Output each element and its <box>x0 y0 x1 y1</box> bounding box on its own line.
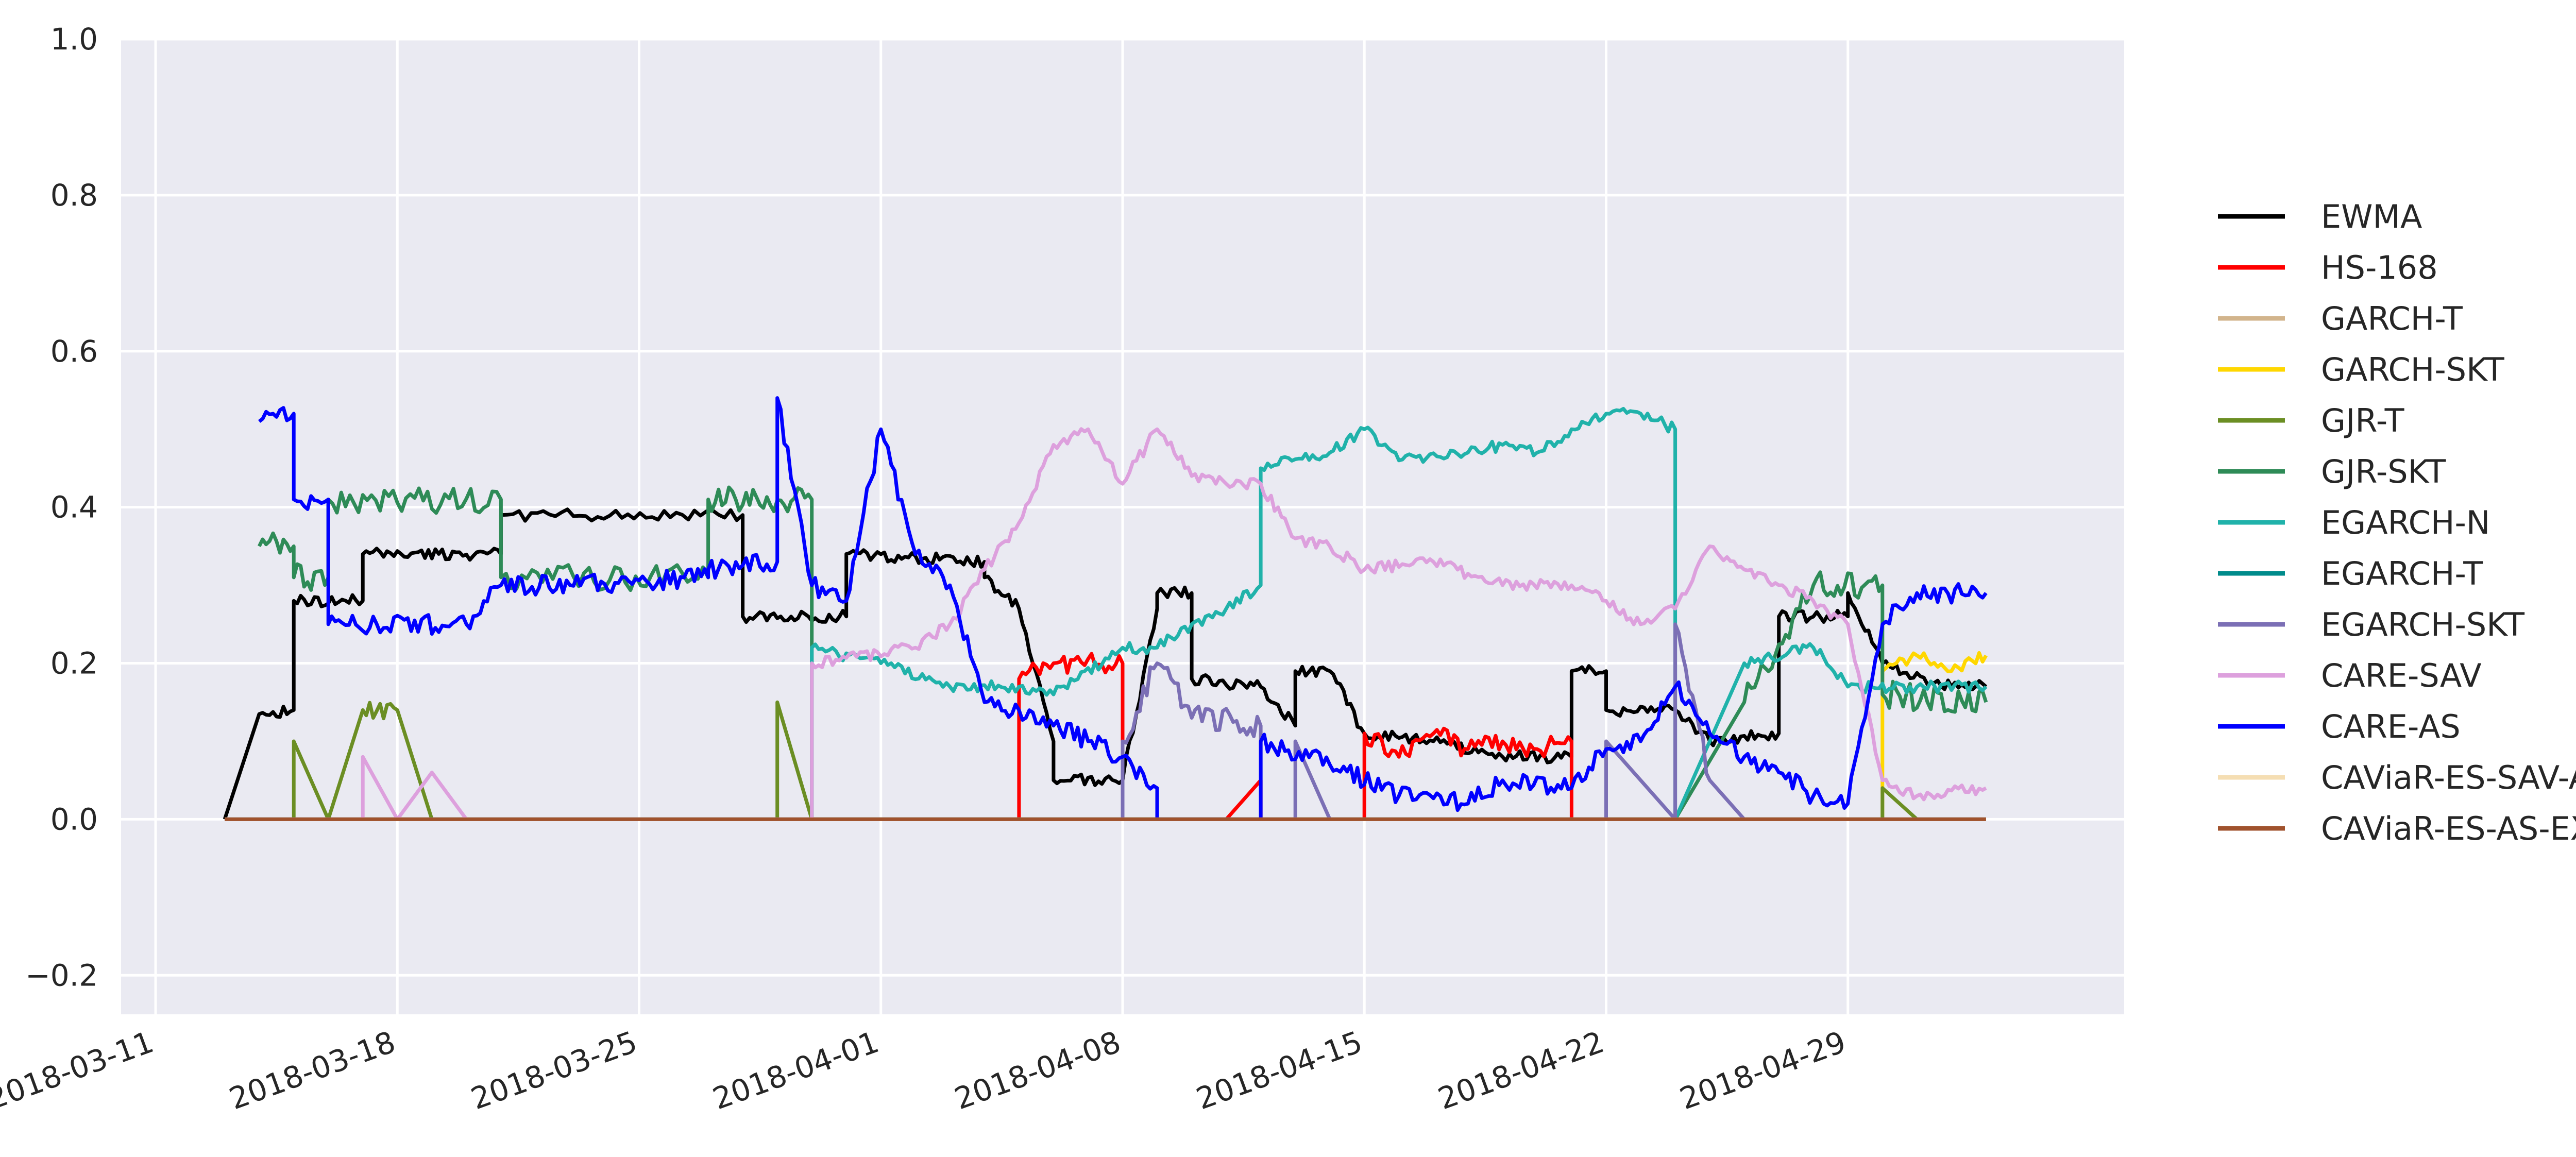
legend-label-garch-skt: GARCH-SKT <box>2321 351 2505 388</box>
legend-label-gjr-skt: GJR-SKT <box>2321 453 2446 490</box>
legend-label-egarch-n: EGARCH-N <box>2321 504 2490 541</box>
x-tick-label: 2018-04-15 <box>1192 1024 1367 1116</box>
series-lines <box>223 396 1988 821</box>
y-tick-label: 0.0 <box>50 802 98 837</box>
series-line-garch-skt <box>225 651 1988 821</box>
y-tick-label: 0.8 <box>50 178 98 213</box>
legend-label-care-as: CARE-AS <box>2321 708 2461 745</box>
series-line-gjr-skt <box>257 485 1988 821</box>
legend-label-caviar-es-as-exp: CAViaR-ES-AS-EXP <box>2321 810 2576 847</box>
legend-label-hs-168: HS-168 <box>2321 249 2438 286</box>
x-tick-label: 2018-04-22 <box>1433 1024 1608 1116</box>
legend-label-egarch-skt: EGARCH-SKT <box>2321 606 2525 643</box>
legend: EWMA HS-168 GARCH-T GARCH-SKT GJR-T GJR-SKT EG… <box>2218 198 2576 847</box>
legend-label-egarch-t: EGARCH-T <box>2321 555 2483 592</box>
x-tick-label: 2018-03-11 <box>0 1024 158 1116</box>
legend-label-caviar-es-sav-ar: CAViaR-ES-SAV-AR <box>2321 759 2576 796</box>
x-tick-label: 2018-04-08 <box>950 1024 1125 1116</box>
series-line-care-as <box>258 396 1988 821</box>
y-tick-label: 0.2 <box>50 646 98 681</box>
series-line-egarch-n <box>225 407 1988 821</box>
x-tick-label: 2018-04-29 <box>1675 1024 1851 1116</box>
series-line-hs-168 <box>225 652 1986 821</box>
series-line-egarch-skt <box>225 622 1986 821</box>
legend-label-gjr-t: GJR-T <box>2321 402 2405 439</box>
x-tick-label: 2018-03-25 <box>466 1024 641 1116</box>
series-line-care-sav <box>225 427 1987 821</box>
y-tick-label: −0.2 <box>25 958 98 993</box>
y-tick-label: 1.0 <box>50 22 98 57</box>
legend-label-care-sav: CARE-SAV <box>2321 657 2482 694</box>
y-tick-label: 0.4 <box>50 490 98 525</box>
y-tick-label: 0.6 <box>50 334 98 369</box>
x-tick-label: 2018-04-01 <box>708 1024 884 1116</box>
series-line-ewma <box>223 507 1988 820</box>
legend-label-garch-t: GARCH-T <box>2321 300 2463 337</box>
legend-label-ewma: EWMA <box>2321 198 2422 235</box>
x-tick-label: 2018-03-18 <box>225 1024 400 1116</box>
